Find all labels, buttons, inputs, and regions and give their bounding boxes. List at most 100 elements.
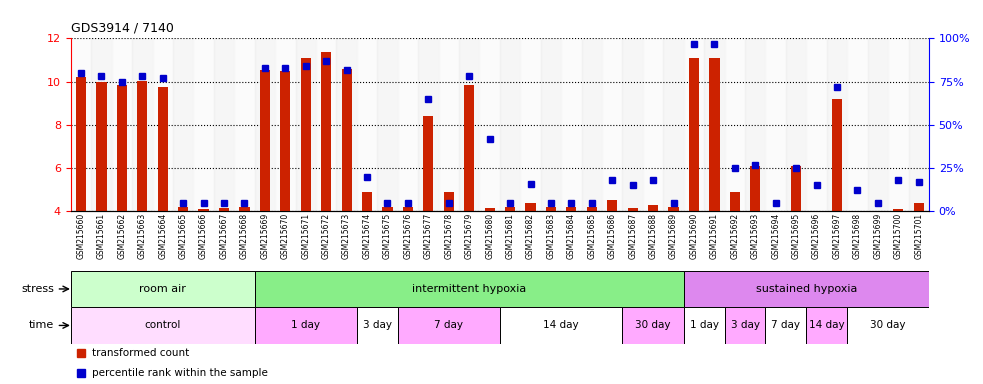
Text: 30 day: 30 day bbox=[635, 320, 670, 331]
Text: transformed count: transformed count bbox=[92, 348, 190, 358]
Bar bbox=[766, 307, 806, 344]
Bar bbox=[71, 38, 91, 211]
Bar bbox=[745, 38, 766, 211]
Bar bbox=[138, 81, 147, 211]
Bar bbox=[321, 53, 331, 211]
Text: 7 day: 7 day bbox=[772, 320, 800, 331]
Bar bbox=[868, 38, 888, 211]
Bar bbox=[607, 200, 617, 211]
Bar bbox=[525, 203, 536, 211]
Bar bbox=[214, 38, 234, 211]
Bar bbox=[894, 209, 903, 211]
Bar bbox=[729, 192, 740, 211]
Bar bbox=[219, 208, 229, 211]
Bar bbox=[71, 271, 255, 307]
Text: GDS3914 / 7140: GDS3914 / 7140 bbox=[71, 22, 174, 35]
Bar bbox=[888, 38, 908, 211]
Bar bbox=[505, 207, 515, 211]
Text: 1 day: 1 day bbox=[690, 320, 719, 331]
Bar bbox=[627, 208, 638, 211]
Bar bbox=[704, 38, 724, 211]
Text: control: control bbox=[145, 320, 181, 331]
Bar bbox=[424, 116, 434, 211]
Bar bbox=[464, 85, 475, 211]
Bar bbox=[806, 307, 847, 344]
Bar bbox=[566, 207, 576, 211]
Bar bbox=[418, 38, 438, 211]
Bar bbox=[499, 38, 520, 211]
Bar bbox=[520, 38, 541, 211]
Bar bbox=[280, 71, 290, 211]
Bar bbox=[443, 192, 454, 211]
Bar bbox=[91, 38, 112, 211]
Bar bbox=[403, 207, 413, 211]
Text: 7 day: 7 day bbox=[434, 320, 463, 331]
Bar bbox=[341, 69, 352, 211]
Bar bbox=[541, 38, 561, 211]
Bar bbox=[582, 38, 602, 211]
Bar bbox=[750, 166, 761, 211]
Bar bbox=[76, 77, 87, 211]
Bar bbox=[316, 38, 336, 211]
Text: 30 day: 30 day bbox=[870, 320, 905, 331]
Bar bbox=[480, 38, 499, 211]
Bar bbox=[275, 38, 296, 211]
Bar bbox=[459, 38, 480, 211]
Bar bbox=[357, 307, 398, 344]
Bar bbox=[832, 99, 842, 211]
Bar bbox=[724, 38, 745, 211]
Bar bbox=[178, 207, 189, 211]
Bar bbox=[827, 38, 847, 211]
Bar bbox=[602, 38, 622, 211]
Bar bbox=[438, 38, 459, 211]
Bar bbox=[234, 38, 255, 211]
Bar bbox=[622, 307, 684, 344]
Text: time: time bbox=[29, 320, 54, 331]
Bar bbox=[913, 203, 924, 211]
Bar bbox=[255, 271, 684, 307]
Bar bbox=[382, 207, 392, 211]
Text: percentile rank within the sample: percentile rank within the sample bbox=[92, 368, 268, 378]
Bar bbox=[724, 307, 766, 344]
Text: 3 day: 3 day bbox=[363, 320, 392, 331]
Bar bbox=[806, 38, 827, 211]
Bar bbox=[648, 205, 659, 211]
Bar bbox=[847, 307, 929, 344]
Bar bbox=[336, 38, 357, 211]
Bar bbox=[684, 307, 724, 344]
Text: sustained hypoxia: sustained hypoxia bbox=[756, 284, 857, 294]
Bar bbox=[377, 38, 398, 211]
Bar bbox=[668, 207, 678, 211]
Bar bbox=[71, 307, 255, 344]
Bar bbox=[499, 307, 622, 344]
Bar bbox=[255, 38, 275, 211]
Bar bbox=[398, 38, 418, 211]
Text: intermittent hypoxia: intermittent hypoxia bbox=[412, 284, 526, 294]
Bar bbox=[587, 207, 597, 211]
Bar bbox=[766, 38, 786, 211]
Bar bbox=[260, 70, 270, 211]
Bar bbox=[199, 209, 208, 211]
Bar bbox=[684, 271, 929, 307]
Bar bbox=[710, 58, 720, 211]
Bar bbox=[96, 81, 106, 211]
Bar bbox=[157, 87, 168, 211]
Bar bbox=[622, 38, 643, 211]
Bar bbox=[301, 58, 311, 211]
Bar bbox=[398, 307, 499, 344]
Bar bbox=[643, 38, 664, 211]
Bar bbox=[786, 38, 806, 211]
Bar bbox=[357, 38, 377, 211]
Bar bbox=[112, 38, 132, 211]
Bar bbox=[239, 207, 250, 211]
Text: 14 day: 14 day bbox=[809, 320, 844, 331]
Bar bbox=[255, 307, 357, 344]
Bar bbox=[546, 207, 556, 211]
Bar bbox=[847, 38, 868, 211]
Bar bbox=[908, 38, 929, 211]
Bar bbox=[689, 58, 699, 211]
Bar bbox=[791, 166, 801, 211]
Text: stress: stress bbox=[22, 284, 54, 294]
Text: 1 day: 1 day bbox=[291, 320, 320, 331]
Bar bbox=[173, 38, 194, 211]
